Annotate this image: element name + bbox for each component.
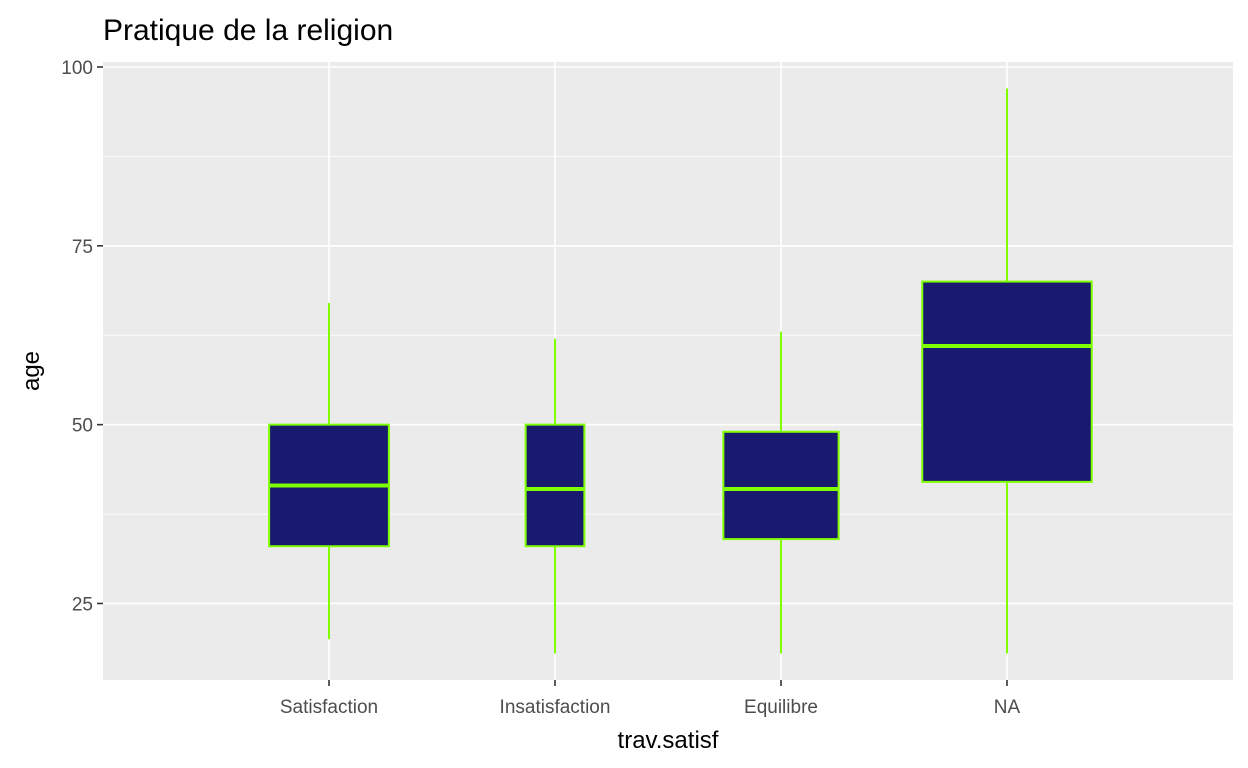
x-tick-label: Insatisfaction bbox=[500, 697, 611, 718]
x-axis-title: trav.satisf bbox=[618, 727, 719, 754]
x-tick-label: NA bbox=[994, 697, 1021, 718]
box-iqr bbox=[722, 430, 840, 541]
box-insatisfaction bbox=[524, 338, 586, 654]
boxes bbox=[268, 88, 1093, 654]
y-tick-label: 100 bbox=[61, 58, 93, 79]
box-iqr bbox=[921, 280, 1093, 483]
x-axis: Satisfaction Insatisfaction Equilibre NA bbox=[280, 680, 1021, 718]
y-tick-label: 50 bbox=[72, 416, 93, 437]
x-tick-label: Satisfaction bbox=[280, 697, 378, 718]
y-tick-label: 75 bbox=[72, 237, 93, 258]
y-axis-title: age bbox=[18, 351, 45, 391]
y-tick-label: 25 bbox=[72, 594, 93, 615]
box-equilibre bbox=[722, 331, 840, 654]
x-tick-label: Equilibre bbox=[744, 697, 818, 718]
y-axis: 25 50 75 100 bbox=[61, 58, 103, 615]
box-satisfaction bbox=[268, 303, 390, 640]
chart-title: Pratique de la religion bbox=[103, 14, 393, 47]
box-iqr bbox=[524, 423, 586, 548]
box-na bbox=[921, 88, 1093, 654]
